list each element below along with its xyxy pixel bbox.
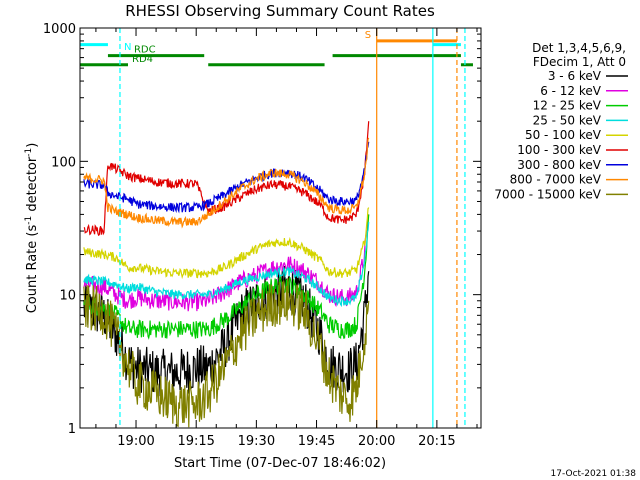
footer-date: 17-Oct-2021 01:38 — [551, 469, 637, 479]
x-tick-label-4: 19:45 — [298, 434, 335, 449]
status-label-rdc: RDC — [134, 45, 156, 56]
legend-label-2: 6 - 12 keV — [540, 84, 602, 98]
series-line-4 — [83, 222, 370, 308]
y-tick-label-3: 100 — [51, 155, 76, 170]
legend-label-3: 12 - 25 keV — [533, 99, 602, 113]
series-line-6 — [83, 121, 370, 237]
y-axis-label-main: Count Rate (s — [25, 225, 40, 314]
y-axis-label-sup2: -1 — [24, 148, 34, 157]
chart-title: RHESSI Observing Summary Count Rates — [125, 2, 435, 20]
status-label-s: S — [365, 30, 371, 41]
x-axis-title: Start Time (07-Dec-07 18:46:02) — [174, 456, 386, 471]
y-axis-label: Count Rate (s-1 detector-1) — [24, 143, 40, 314]
x-tick-label-3: 19:30 — [238, 434, 275, 449]
y-axis-title: Count Rate (s-1 detector-1) — [24, 143, 40, 314]
legend-header-line-1: Det 1,3,4,5,6,9, — [532, 41, 626, 55]
series-line-7 — [83, 141, 370, 214]
x-tick-label-6: 20:15 — [418, 434, 455, 449]
series-line-5 — [83, 207, 370, 280]
axis-ticks: 1 10 100 1000 19:00 19:15 19:30 19:45 20:00 20:15 — [43, 22, 481, 449]
plot-frame — [79, 27, 482, 429]
legend-label-9: 7000 - 15000 keV — [494, 187, 601, 201]
series-line-8 — [83, 137, 370, 229]
x-tick-label-2: 19:15 — [177, 434, 214, 449]
y-axis-label-sup1: -1 — [24, 216, 34, 225]
y-axis-label-mid: detector — [25, 156, 40, 216]
series-group — [83, 121, 370, 428]
legend: Det 1,3,4,5,6,9, FDecim 1, Att 0 3 - 6 k… — [494, 41, 628, 201]
legend-header-line-2: FDecim 1, Att 0 — [533, 55, 626, 69]
x-tick-label-1: 19:00 — [117, 434, 154, 449]
series-line-1 — [83, 265, 370, 397]
status-label-rd4: RD4 — [132, 54, 153, 65]
legend-label-4: 25 - 50 keV — [533, 113, 602, 127]
series-line-3 — [83, 214, 370, 340]
status-label-n: N — [124, 42, 131, 53]
y-axis-label-end: ) — [25, 143, 40, 148]
y-tick-label-2: 10 — [59, 289, 76, 304]
legend-label-7: 300 - 800 keV — [517, 158, 601, 172]
vertical-markers — [119, 28, 466, 428]
x-tick-label-5: 20:00 — [358, 434, 395, 449]
legend-label-1: 3 - 6 keV — [548, 69, 602, 83]
legend-label-6: 100 - 300 keV — [517, 143, 601, 157]
x-axis-label: Start Time (07-Dec-07 18:46:02) — [174, 456, 386, 471]
y-tick-label-4: 1000 — [43, 22, 76, 37]
legend-label-5: 50 - 100 keV — [525, 128, 602, 142]
legend-label-8: 800 - 7000 keV — [510, 173, 602, 187]
y-tick-label-1: 1 — [68, 422, 76, 437]
series-line-9 — [83, 278, 370, 428]
